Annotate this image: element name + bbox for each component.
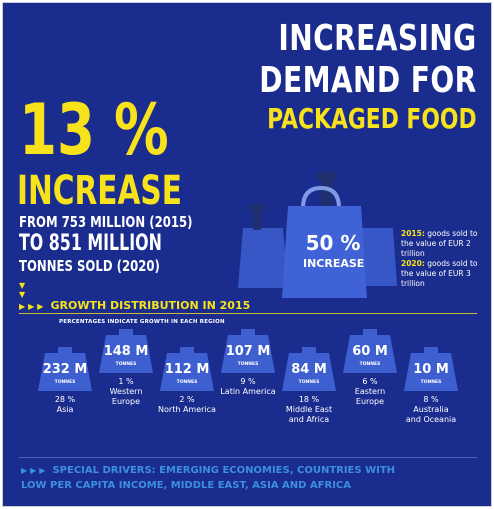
weight-icon [282,347,336,391]
region-name: Australia [413,405,449,414]
region-weight: 232 M TONNES [37,345,93,405]
region-name-line-2: Europe [355,397,385,406]
region-weight: 112 M TONNES [159,345,215,405]
weight-icon [38,347,92,391]
region-growth-percent: 8 % [423,395,439,404]
region-tonnes-value: 10 M [413,362,449,377]
region-name: Eastern [354,387,386,396]
weight-icon [99,329,153,373]
down-arrows-icon: ▼ ▼ [19,281,26,299]
region-name-line-2: and Africa [288,415,330,424]
bags-percent: 50 % [305,231,361,255]
value-notes: 2015: goods sold to the value of EUR 2 t… [401,229,487,289]
special-drivers: ▶▶▶ SPECIAL DRIVERS: EMERGING ECONOMIES, … [21,463,461,493]
headline-tonnes: TONNES SOLD (2020) [19,257,160,275]
region-label: 8 % Australia and Oceania [391,395,471,425]
region-weight: 107 M TONNES [220,327,276,387]
note-2015-year: 2015: [401,229,425,238]
region-tonnes-unit: TONNES [420,380,442,385]
region-tonnes-unit: TONNES [115,362,137,367]
growth-subnote: PERCENTAGES INDICATE GROWTH IN EACH REGI… [59,319,225,325]
region-label: 28 % Asia [25,395,105,415]
region-label: 9 % Latin America [208,377,288,397]
region-growth-percent: 28 % [54,395,76,404]
divider [19,457,477,458]
growth-heading-text: GROWTH DISTRIBUTION IN 2015 [50,299,251,312]
shopping-bags-icon [238,172,397,298]
region-tonnes-unit: TONNES [237,362,259,367]
weight-icon [160,347,214,391]
region-label: 6 % Eastern Europe [330,377,410,407]
note-2020: 2020: goods sold to the value of EUR 3 t… [401,259,487,289]
region-tonnes-unit: TONNES [359,362,381,367]
note-2020-year: 2020: [401,259,425,268]
title-block: INCREASING DEMAND FOR PACKAGED FOOD [198,21,477,133]
title-line-2: DEMAND FOR [259,60,477,101]
region-name: Middle East [285,405,333,414]
region-weight: 10 M TONNES [403,345,459,405]
region-name: Western [109,387,143,396]
weight-icon [221,329,275,373]
region-tonnes-unit: TONNES [176,380,198,385]
divider [19,313,477,314]
region-name-line-2: and Oceania [405,415,457,424]
headline-from: FROM 753 MILLION (2015) [19,213,193,231]
drivers-line-2: LOW PER CAPITA INCOME, MIDDLE EAST, ASIA… [21,480,352,491]
region-growth-percent: 9 % [240,377,256,386]
note-2015: 2015: goods sold to the value of EUR 2 t… [401,229,487,259]
region-weight: 60 M TONNES [342,327,398,387]
region-weight: 84 M TONNES [281,345,337,405]
region-tonnes-value: 107 M [225,344,271,359]
note-2020-text: goods sold to the value of EUR 3 trillio… [401,259,478,288]
drivers-line-1: SPECIAL DRIVERS: EMERGING ECONOMIES, COU… [52,465,396,476]
title-line-3: PACKAGED FOOD [267,102,477,135]
region-tonnes-unit: TONNES [298,380,320,385]
region-growth-percent: 1 % [118,377,134,386]
region-tonnes-unit: TONNES [54,380,76,385]
triangle-arrows-icon: ▶▶▶ [19,302,47,311]
region-tonnes-value: 112 M [164,362,210,377]
region-label: 18 % Middle East and Africa [269,395,349,425]
weight-icon [343,329,397,373]
region-name: Asia [56,405,74,414]
note-2015-text: goods sold to the value of EUR 2 trillio… [401,229,478,258]
bags-increase-label: INCREASE [303,257,365,270]
region-label: 2 % North America [147,395,227,415]
title-line-1: INCREASING [278,18,477,59]
headline-to: TO 851 MILLION [19,231,162,256]
region-label: 1 % Western Europe [86,377,166,407]
region-tonnes-value: 60 M [352,344,388,359]
region-name: North America [158,405,216,414]
region-tonnes-value: 84 M [291,362,327,377]
region-weight: 148 M TONNES [98,327,154,387]
region-growth-percent: 18 % [298,395,320,404]
region-name: Latin America [220,387,276,396]
region-tonnes-value: 148 M [103,344,149,359]
triangle-arrows-icon: ▶▶▶ [21,466,49,475]
headline-percent: 13 % [19,89,169,171]
region-tonnes-value: 232 M [42,362,88,377]
region-growth-percent: 2 % [179,395,195,404]
weight-icon [404,347,458,391]
headline-increase: INCREASE [17,168,182,214]
growth-heading: ▶▶▶ GROWTH DISTRIBUTION IN 2015 [19,299,250,312]
region-growth-percent: 6 % [362,377,378,386]
region-name-line-2: Europe [111,397,141,406]
